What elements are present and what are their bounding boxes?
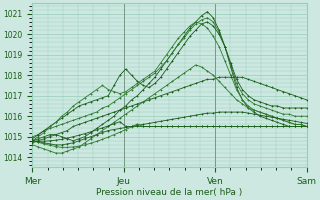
- X-axis label: Pression niveau de la mer( hPa ): Pression niveau de la mer( hPa ): [96, 188, 243, 197]
